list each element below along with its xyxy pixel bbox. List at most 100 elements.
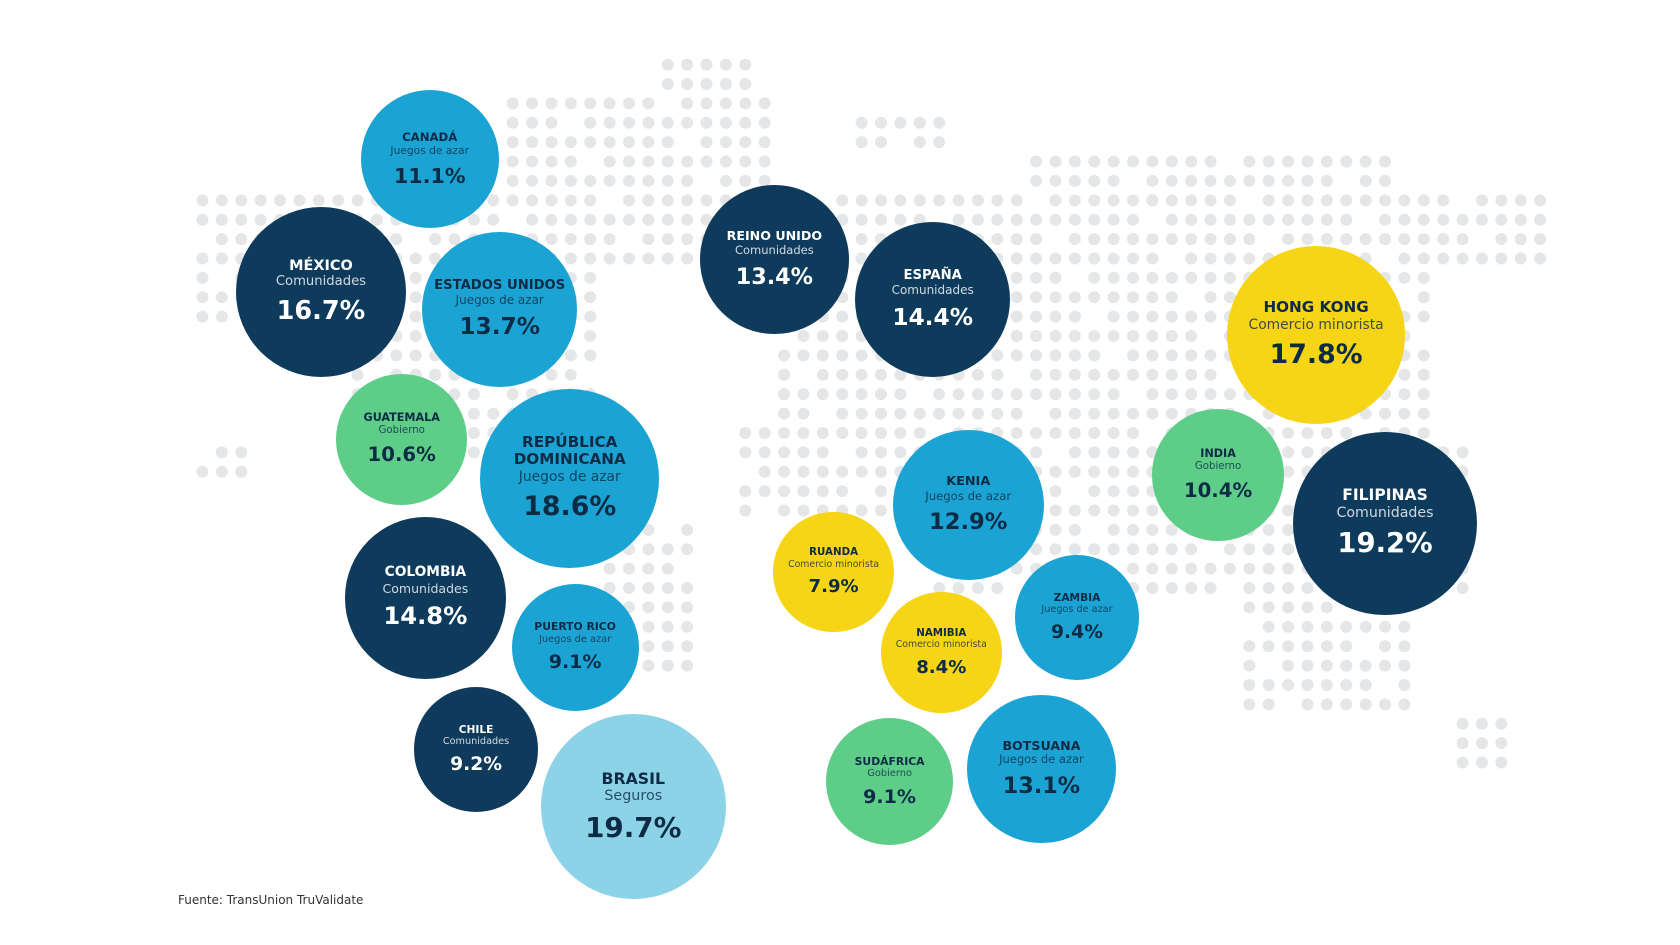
map-dot	[816, 368, 829, 381]
map-dot	[1088, 446, 1101, 459]
map-dot	[1475, 717, 1488, 730]
map-dot	[1340, 155, 1353, 168]
map-dot	[603, 562, 616, 575]
map-dot	[1030, 310, 1043, 323]
map-dot	[1320, 698, 1333, 711]
country-name: ZAMBIA	[1053, 590, 1101, 604]
map-dot	[526, 97, 539, 110]
map-dot	[1204, 194, 1217, 207]
map-dot	[1165, 330, 1178, 343]
industry: Gobierno	[1194, 460, 1242, 472]
industry: Juegos de azar	[455, 292, 544, 307]
map-dot	[894, 213, 907, 226]
map-dot	[1320, 155, 1333, 168]
map-dot	[235, 465, 248, 478]
map-dot	[1049, 368, 1062, 381]
map-dot	[855, 504, 868, 517]
map-dot	[894, 446, 907, 459]
map-dot	[661, 174, 674, 187]
map-dot	[1010, 349, 1023, 362]
industry: Seguros	[604, 787, 663, 804]
value-label: 16.7%	[276, 296, 366, 327]
map-dot	[739, 116, 752, 129]
map-dot	[1088, 233, 1101, 246]
map-dot	[312, 194, 325, 207]
map-dot	[661, 136, 674, 149]
map-dot	[1030, 330, 1043, 343]
map-dot	[1049, 426, 1062, 439]
bubble: NAMIBIA Comercio minorista 8.4%	[880, 592, 1002, 713]
map-dot	[448, 233, 461, 246]
map-dot	[874, 136, 887, 149]
map-dot	[1320, 659, 1333, 672]
map-dot	[642, 640, 655, 653]
industry: Juegos de azar	[518, 468, 621, 485]
country-name: FILIPINAS	[1342, 486, 1428, 505]
map-dot	[778, 368, 791, 381]
map-dot	[1262, 582, 1275, 595]
map-dot	[642, 116, 655, 129]
map-dot	[196, 213, 209, 226]
country-name: CHILE	[458, 723, 494, 737]
map-dot	[1107, 194, 1120, 207]
map-dot	[1379, 155, 1392, 168]
map-dot	[797, 465, 810, 478]
map-dot	[1068, 368, 1081, 381]
country-name: BOTSUANA	[1002, 737, 1081, 753]
map-dot	[1049, 349, 1062, 362]
country-name: CANADÁ	[402, 130, 458, 145]
map-dot	[1340, 698, 1353, 711]
map-dot	[1049, 523, 1062, 536]
map-dot	[409, 291, 422, 304]
map-dot	[1204, 562, 1217, 575]
map-dot	[1398, 659, 1411, 672]
map-dot	[661, 562, 674, 575]
map-dot	[874, 194, 887, 207]
map-dot	[1495, 717, 1508, 730]
map-dot	[1146, 155, 1159, 168]
map-dot	[991, 233, 1004, 246]
map-dot	[1417, 310, 1430, 323]
map-dot	[1379, 620, 1392, 633]
map-dot	[1030, 543, 1043, 556]
map-dot	[778, 407, 791, 420]
map-dot	[1398, 698, 1411, 711]
map-dot	[409, 349, 422, 362]
industry: Juegos de azar	[1041, 603, 1113, 615]
map-dot	[1127, 252, 1140, 265]
map-dot	[1398, 368, 1411, 381]
map-dot	[1379, 407, 1392, 420]
map-dot	[700, 97, 713, 110]
map-dot	[584, 97, 597, 110]
map-dot	[603, 116, 616, 129]
map-dot	[1088, 368, 1101, 381]
bubble: ESPAÑA Comunidades 14.4%	[855, 221, 1011, 377]
map-dot	[622, 174, 635, 187]
value-label: 7.9%	[808, 575, 859, 597]
map-dot	[1534, 233, 1547, 246]
map-dot	[933, 194, 946, 207]
map-dot	[1049, 155, 1062, 168]
map-dot	[1165, 407, 1178, 420]
map-dot	[1068, 194, 1081, 207]
map-dot	[642, 601, 655, 614]
map-dot	[1146, 310, 1159, 323]
map-dot	[584, 291, 597, 304]
map-dot	[1107, 233, 1120, 246]
map-dot	[1088, 174, 1101, 187]
map-dot	[991, 388, 1004, 401]
map-dot	[816, 349, 829, 362]
map-dot	[1165, 174, 1178, 187]
bubble: HONG KONG Comercio minorista 17.8%	[1226, 245, 1406, 425]
map-dot	[1301, 601, 1314, 614]
map-dot	[1243, 659, 1256, 672]
map-dot	[1185, 271, 1198, 284]
map-dot	[1185, 582, 1198, 595]
map-dot	[1282, 426, 1295, 439]
map-dot	[1301, 640, 1314, 653]
map-dot	[1185, 330, 1198, 343]
map-dot	[1456, 252, 1469, 265]
map-dot	[564, 136, 577, 149]
map-dot	[855, 116, 868, 129]
map-dot	[584, 330, 597, 343]
